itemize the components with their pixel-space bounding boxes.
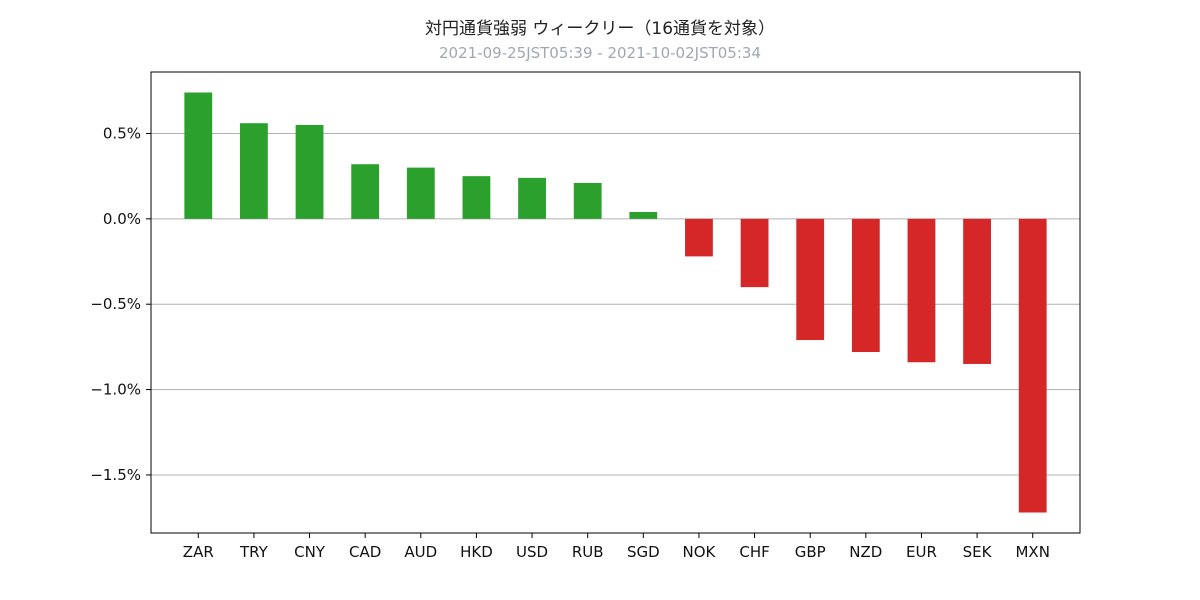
y-tick-label: −1.0%: [90, 381, 141, 399]
x-tick-label: CHF: [739, 543, 769, 561]
bar-eur: [907, 218, 936, 363]
bar-nzd: [851, 218, 880, 353]
bar-sgd: [629, 212, 658, 219]
x-tick-label: CAD: [349, 543, 381, 561]
x-tick-label: HKD: [460, 543, 493, 561]
bar-usd: [518, 177, 546, 219]
y-tick-label: 0.5%: [103, 124, 141, 142]
chart-subtitle: 2021-09-25JST05:39 - 2021-10-02JST05:34: [439, 44, 761, 62]
bar-sek: [963, 218, 991, 364]
x-tick-label: SGD: [627, 543, 660, 561]
bar-try: [240, 123, 268, 219]
bar-chf: [740, 218, 769, 288]
x-tick-label: RUB: [572, 543, 604, 561]
bar-cny: [295, 124, 324, 219]
plot-frame: [150, 71, 1081, 534]
bar-mxn: [1018, 218, 1047, 513]
x-tick-label: NOK: [683, 543, 717, 561]
x-tick-label: USD: [516, 543, 548, 561]
y-tick-label: 0.0%: [103, 210, 141, 228]
bar-rub: [573, 182, 602, 219]
bar-hkd: [462, 176, 491, 219]
x-tick-label: MXN: [1015, 543, 1049, 561]
y-tick-label: −0.5%: [90, 295, 141, 313]
x-tick-label: NZD: [849, 543, 882, 561]
x-tick-label: GBP: [795, 543, 826, 561]
y-tick-label: −1.5%: [90, 466, 141, 484]
x-tick-label: AUD: [404, 543, 437, 561]
bar-gbp: [796, 218, 825, 341]
x-tick-label: TRY: [239, 543, 269, 561]
bar-zar: [184, 92, 213, 219]
bar-nok: [685, 218, 713, 257]
bar-aud: [406, 167, 435, 219]
x-tick-label: CNY: [294, 543, 326, 561]
bar-cad: [351, 164, 380, 219]
x-tick-label: SEK: [963, 543, 993, 561]
x-tick-label: EUR: [906, 543, 937, 561]
chart-title: 対円通貨強弱 ウィークリー（16通貨を対象）: [424, 19, 776, 39]
x-tick-label: ZAR: [183, 543, 214, 561]
